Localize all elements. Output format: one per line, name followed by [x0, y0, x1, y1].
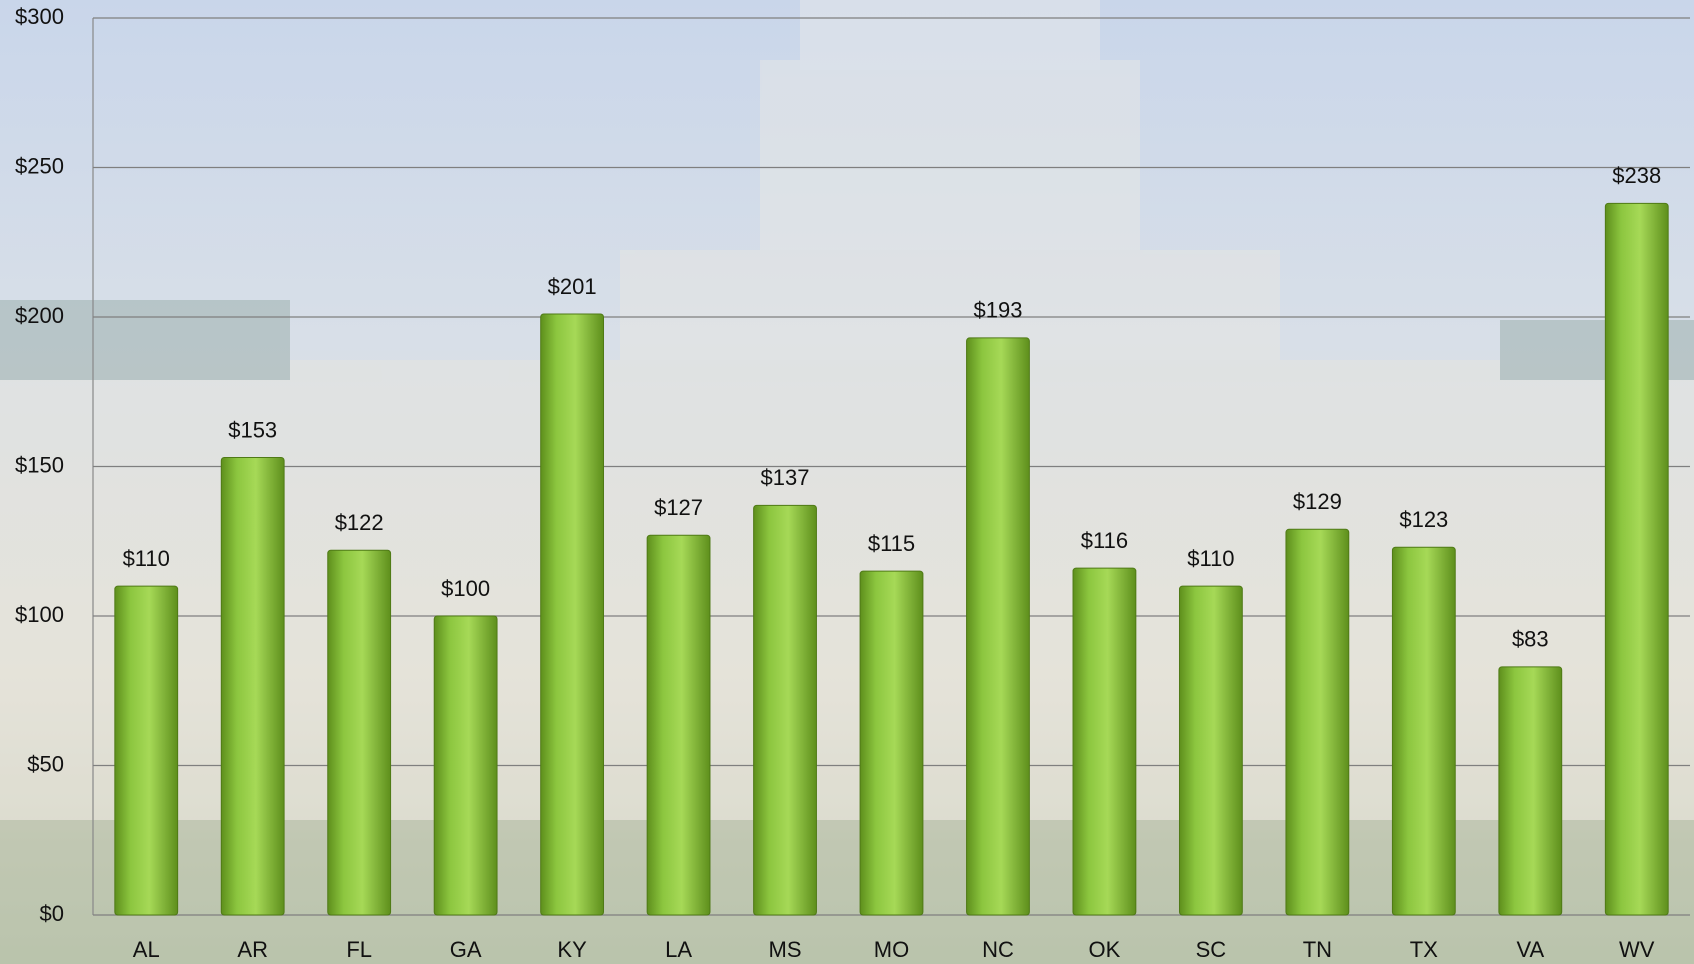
bar [1178, 585, 1243, 916]
data-label: $193 [973, 298, 1022, 323]
bar [114, 585, 179, 916]
bar [433, 615, 498, 916]
bar [327, 549, 392, 916]
bar [1498, 666, 1563, 916]
bar [753, 504, 817, 916]
bar [220, 457, 285, 916]
data-label: $115 [868, 531, 915, 556]
x-tick-label: NC [982, 937, 1014, 962]
bar [646, 534, 711, 916]
bar [1604, 202, 1669, 916]
y-tick-label: $150 [15, 452, 64, 477]
x-tick-label: AL [133, 937, 160, 962]
bar [1285, 528, 1350, 916]
data-label: $201 [548, 274, 597, 299]
data-label: $110 [123, 546, 170, 571]
x-tick-label: FL [346, 937, 372, 962]
x-tick-label: KY [557, 937, 587, 962]
x-tick-label: SC [1196, 937, 1227, 962]
data-label: $129 [1293, 489, 1342, 514]
x-tick-label: TN [1303, 937, 1332, 962]
data-label: $110 [1187, 546, 1234, 571]
y-tick-label: $100 [15, 602, 64, 627]
bar [1072, 567, 1137, 916]
data-label: $122 [335, 510, 384, 535]
data-label: $238 [1612, 163, 1661, 188]
bar [859, 570, 924, 916]
y-tick-label: $250 [15, 153, 64, 178]
data-label: $83 [1512, 627, 1549, 652]
y-tick-label: $50 [27, 751, 64, 776]
data-label: $127 [654, 495, 703, 520]
y-tick-label: $300 [15, 4, 64, 29]
y-tick-label: $0 [40, 901, 64, 926]
x-tick-label: VA [1516, 937, 1544, 962]
x-tick-label: OK [1089, 937, 1121, 962]
x-tick-label: WV [1619, 937, 1655, 962]
data-label: $123 [1399, 507, 1448, 532]
bar [966, 337, 1030, 916]
x-tick-label: AR [237, 937, 268, 962]
data-label: $116 [1081, 528, 1128, 553]
bar [1391, 546, 1456, 916]
bar [540, 313, 605, 916]
x-tick-label: MS [769, 937, 802, 962]
data-label: $153 [228, 417, 277, 442]
x-tick-label: TX [1410, 937, 1438, 962]
x-tick-label: MO [874, 937, 909, 962]
data-label: $100 [441, 576, 490, 601]
x-tick-label: LA [665, 937, 692, 962]
data-label: $137 [761, 465, 810, 490]
y-tick-label: $200 [15, 303, 64, 328]
x-tick-label: GA [450, 937, 482, 962]
